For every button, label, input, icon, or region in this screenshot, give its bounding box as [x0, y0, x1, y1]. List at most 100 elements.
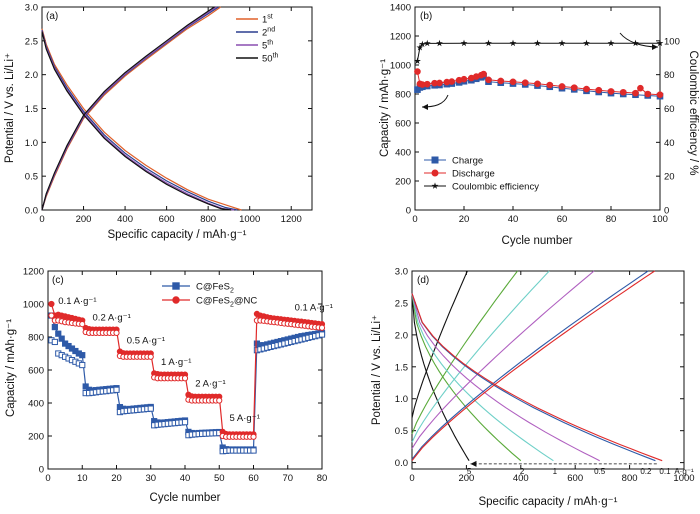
panel-a-label: (a) — [46, 11, 58, 22]
panel-a-series — [41, 6, 242, 211]
panel-a-discharge-line-50th — [41, 31, 232, 211]
panel-d-rate-arrowhead — [470, 460, 477, 467]
panel-b-point-star — [607, 39, 615, 47]
panel-b-legend-label: Discharge — [452, 169, 495, 180]
panel-b-point-star — [416, 44, 424, 51]
panel-a-ytick-label: 1.0 — [25, 138, 38, 149]
panel-d-xtick-label: 800 — [622, 473, 638, 484]
panel-d-label: (d) — [417, 275, 429, 286]
panel-b-point-star — [509, 39, 517, 47]
panel-b-xtick-label: 20 — [459, 214, 470, 225]
panel-c-discharge-point-circle — [147, 353, 154, 360]
panel-c-xtick-label: 0 — [45, 473, 50, 484]
panel-c-charge-point-square — [51, 324, 58, 331]
panel-b-left-arrowhead — [422, 104, 428, 110]
panel-a-discharge-line-1st — [41, 28, 242, 211]
panel-c-discharge-point-square — [318, 331, 326, 338]
panel-b-legend-marker — [431, 182, 439, 189]
panel-d-xtick-label: 1000 — [673, 473, 694, 484]
panel-c-discharge-point-circle — [48, 312, 55, 319]
panel-a-xtick-label: 1000 — [239, 214, 260, 225]
panel-b-ytick-right-label: 80 — [664, 70, 675, 81]
panel-d-series — [411, 270, 663, 462]
panel-a: (a) 0 200 400 600 800 1000 1200 0.0 0.5 1.0 1.5 2.0… — [4, 3, 313, 241]
panel-c-discharge-point-circle — [216, 397, 223, 404]
panel-d-rate-mark: 0.5 — [594, 467, 606, 476]
panel-a-ylabel: Potential / V vs. Li/Li⁺ — [4, 53, 16, 163]
panel-b-ytick-right-label: 40 — [664, 138, 675, 149]
panel-d-rate-mark: 0.1 — [659, 467, 671, 476]
panel-b-point-circle — [497, 77, 505, 85]
panel-c-charge-point-square — [58, 335, 65, 342]
panel-b-ticks: 0 20 40 60 80 1000200400600800100012001400020… — [390, 3, 680, 226]
panel-d-discharge-line-1 — [411, 293, 554, 462]
panel-b-ytick-label: 1400 — [390, 3, 411, 14]
panel-c-xtick-label: 40 — [180, 473, 191, 484]
panel-c-rate-label: 2 A·g⁻¹ — [195, 379, 225, 390]
panel-b-legend: Charge Discharge Coulombic efficiency — [424, 156, 539, 193]
panel-b-point-circle — [521, 79, 529, 86]
panel-b-point-circle — [595, 86, 603, 94]
panel-c-ytick-label: 1000 — [23, 300, 44, 311]
panel-c-rate-label: 1 A·g⁻¹ — [161, 357, 191, 368]
panel-d-ylabel: Potential / V vs. Li/Li⁺ — [371, 315, 383, 425]
panel-a-legend-label: 2nd — [262, 27, 275, 39]
panel-b-xtick-label: 0 — [412, 214, 417, 225]
panel-c-ytick-label: 400 — [28, 399, 44, 410]
panel-d-ytick-label: 2.5 — [395, 298, 408, 309]
panel-b-ytick-right-label: 100 — [664, 36, 680, 47]
panel-b-point-circle — [485, 76, 492, 84]
panel-b-point-circle — [637, 84, 644, 92]
panel-d-rate-mark: 5 — [467, 467, 472, 476]
panel-c-ytick-label: 600 — [28, 366, 44, 377]
panel-c-label: (c) — [52, 275, 64, 286]
panel-d-ytick-label: 2.0 — [395, 330, 408, 341]
panel-b-ytick-right-label: 0 — [664, 206, 669, 217]
panel-a-xtick-label: 1200 — [281, 214, 302, 225]
panel-b-point-circle — [480, 70, 487, 78]
panel-b-point-circle — [460, 75, 468, 83]
panel-b-ytick-right-label: 20 — [664, 172, 675, 183]
panel-c-legend-label: C@FeS2 — [196, 282, 234, 295]
panel-a-xtick-label: 400 — [117, 214, 133, 225]
panel-d-xtick-label: 0 — [409, 473, 414, 484]
panel-d-charge-line-0.1 — [411, 270, 656, 462]
panel-a-xtick-label: 800 — [200, 214, 216, 225]
panel-b-point-star — [418, 40, 426, 48]
panel-d-xtick-label: 400 — [513, 473, 529, 484]
panel-c-ytick-label: 0 — [39, 465, 44, 476]
panel-c-discharge-point-circle — [113, 329, 120, 336]
panel-c-xtick-label: 30 — [145, 473, 156, 484]
panel-b-frame — [414, 6, 661, 211]
panel-c-discharge-point-circle — [318, 324, 326, 331]
panel-b-xtick-label: 100 — [652, 214, 668, 225]
panel-d-rate-mark: 1 — [553, 467, 558, 476]
panel-d-charge-line-2 — [411, 270, 518, 435]
panel-c-charge-point-square — [82, 383, 89, 390]
panel-d-ytick-label: 1.0 — [395, 394, 408, 405]
panel-b-legend-label: Charge — [452, 156, 483, 167]
panel-b-legend-marker — [431, 169, 439, 177]
panel-a-xtick-label: 200 — [76, 214, 92, 225]
panel-d-ytick-label: 0.5 — [395, 426, 408, 437]
panel-b-point-star — [423, 39, 431, 47]
panel-c-legend-marker — [172, 282, 180, 290]
panel-a-ytick-label: 2.5 — [25, 36, 38, 47]
panel-a-charge-line-1st — [41, 6, 221, 211]
panel-a-ytick-label: 1.5 — [25, 104, 38, 115]
panel-a-legend-sup: st — [267, 14, 273, 21]
panel-c-discharge-point-square — [250, 447, 257, 454]
panel-a-ytick-label: 2.0 — [25, 70, 38, 81]
panel-c-discharge-point-square — [147, 405, 154, 412]
panel-c-xtick-label: 60 — [248, 473, 259, 484]
panel-a-ytick-label: 3.0 — [25, 3, 38, 14]
panel-b-xtick-label: 40 — [508, 214, 519, 225]
panel-b-ytick-label: 1000 — [390, 61, 411, 72]
panel-d-charge-line-5 — [411, 270, 468, 419]
panel-b-legend-label: Coulombic efficiency — [452, 182, 539, 193]
panel-b-point-star — [656, 39, 664, 47]
panel-c-rate-labels: 0.1 A·g⁻¹ 0.2 A·g⁻¹ 0.5 A·g⁻¹ 1 A·g⁻¹ 2 A·g⁻… — [58, 296, 333, 424]
